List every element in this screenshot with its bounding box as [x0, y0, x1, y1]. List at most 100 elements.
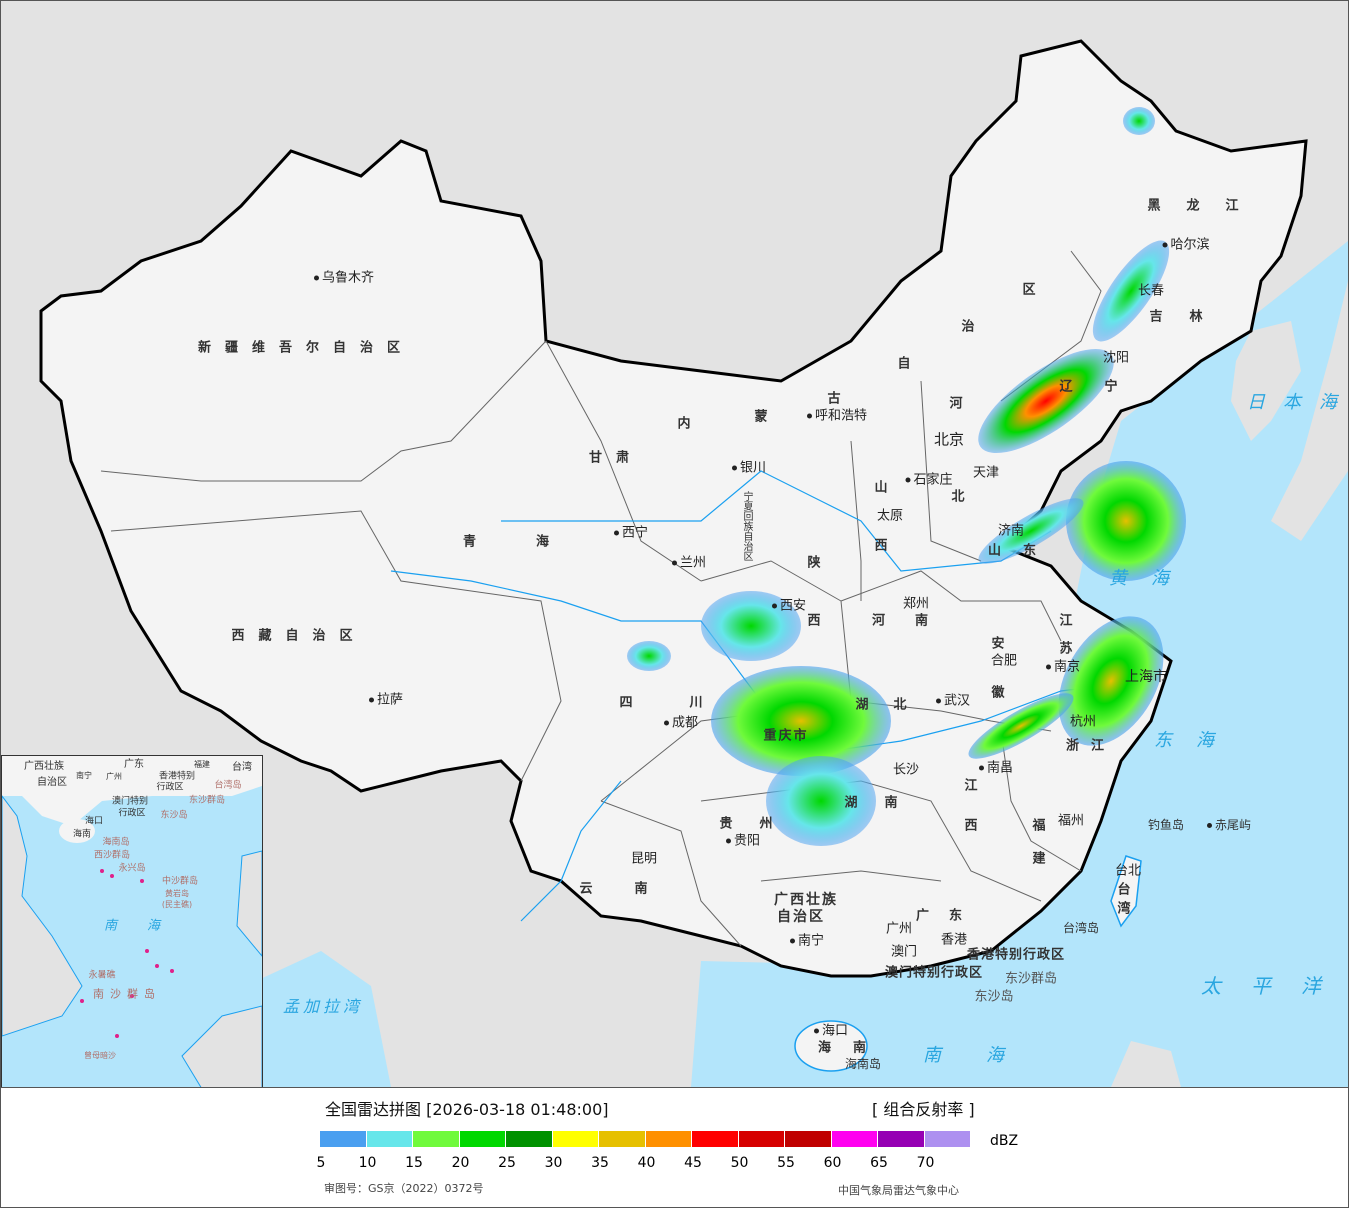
region-guangxi-1: 广西壮族 [774, 892, 838, 908]
inset-fujian: 福建 [194, 760, 210, 769]
inset-haikou: 海口 [84, 816, 104, 827]
tick-label: 55 [777, 1155, 795, 1171]
tick-label: 15 [405, 1155, 423, 1171]
province-yunnan-2: 南 [634, 881, 662, 897]
tick-label: 60 [823, 1155, 842, 1171]
province-shaanxi-1: 陕 [807, 555, 835, 571]
sea-japan: 日本海 [1247, 392, 1348, 413]
city-shanghai: 上海市 [1125, 669, 1167, 685]
city-wuhan: 武汉 [936, 695, 970, 708]
region-neimenggu-5: 治 [961, 319, 989, 335]
echo-jiangsu-shanghai [1058, 616, 1164, 746]
island-dongsha: 东沙岛 [974, 989, 1014, 1005]
city-zhengzhou: 郑州 [902, 596, 930, 612]
province-borders [100, 250, 1102, 947]
inset-hainan-island: 海南岛 [102, 837, 130, 848]
inset-macau-1: 澳门特别 [111, 796, 149, 807]
province-jiangsu-2: 苏 [1059, 641, 1087, 657]
sea-pacific: 太平洋 [1201, 974, 1348, 998]
echo-shandong [978, 498, 1084, 564]
echo-heilongjiang [1123, 107, 1155, 135]
province-guangdong: 广东 [915, 908, 983, 924]
sea-bay-of-bengal [251, 951, 391, 1087]
color-swatch [692, 1131, 738, 1147]
region-hongkong-sar: 香港特别行政区 [966, 947, 1066, 963]
city-nanjing: 南京 [1046, 661, 1080, 674]
province-liaoning-1: 辽 [1059, 379, 1087, 395]
color-swatch [599, 1131, 645, 1147]
color-swatch [738, 1131, 784, 1147]
province-shanxi-2: 西 [874, 538, 902, 554]
city-harbin: 哈尔滨 [1162, 239, 1209, 252]
city-changchun: 长春 [1137, 283, 1165, 299]
color-swatch [785, 1131, 831, 1147]
agency-name: 中国气象局雷达气象中心 [838, 1184, 959, 1197]
city-chengdu: 成都 [664, 717, 698, 730]
region-neimenggu-3: 古 [827, 391, 855, 407]
tick-label: 45 [684, 1155, 702, 1171]
province-hebei-1: 河 [949, 396, 977, 412]
city-jinan: 济南 [997, 523, 1025, 539]
region-ningxia: 宁夏回族自治区 [741, 491, 752, 561]
inset-yongxing: 永兴岛 [118, 863, 146, 874]
sea-bay-of-bengal: 孟加拉湾 [282, 997, 364, 1016]
sea-east-china: 东海 [1154, 730, 1238, 751]
radar-map[interactable]: 乌鲁木齐 新疆维吾尔自治区 西藏自治区 拉萨 青海 西宁 甘肃 兰州 内 蒙 古… [1, 1, 1348, 1088]
province-yunnan-1: 云 [579, 881, 607, 897]
sea-east [691, 241, 1348, 1087]
approval-number: 审图号：GS京（2022）0372号 [324, 1182, 484, 1195]
echo-hunan-guizhou [766, 756, 876, 846]
tick-label: 20 [451, 1155, 470, 1171]
island-taiwan: 台湾岛 [1062, 921, 1100, 935]
city-hohhot: 呼和浩特 [807, 410, 867, 423]
province-taiwan: 台湾 [1114, 882, 1130, 920]
sea-south-china: 南海 [923, 1045, 1049, 1066]
tick-label: 50 [730, 1155, 749, 1171]
color-swatch [506, 1131, 552, 1147]
province-hunan-1: 湖 [844, 795, 872, 811]
echo-qinghai-east [627, 641, 671, 671]
city-yinchuan: 银川 [732, 462, 766, 475]
region-neimenggu-4: 自 [897, 356, 925, 372]
region-neimenggu-1: 内 [677, 416, 705, 432]
city-fuzhou: 福州 [1057, 813, 1085, 829]
city-taiyuan: 太原 [876, 508, 904, 524]
taiwan-island [1110, 855, 1142, 928]
inset-macau-2: 行政区 [118, 808, 146, 819]
province-fujian-1: 福 [1032, 818, 1060, 834]
inset-guangdong: 广东 [124, 759, 144, 770]
city-tianjin: 天津 [972, 465, 1000, 481]
color-swatch [924, 1131, 970, 1147]
sea-yellow: 黄海 [1109, 568, 1193, 589]
city-chongqing: 重庆市 [763, 728, 809, 744]
province-shanxi-1: 山 [874, 480, 902, 496]
inset-hk-2: 行政区 [156, 782, 184, 793]
province-shandong: 山东 [987, 543, 1059, 559]
tick-label: 70 [916, 1155, 935, 1171]
inset-guangzhou: 广州 [106, 772, 122, 781]
province-sichuan-1: 四 [619, 695, 647, 711]
province-henan: 河南 [871, 613, 959, 629]
city-hangzhou: 杭州 [1069, 714, 1097, 730]
echo-northeast [1092, 240, 1170, 342]
tick-label: 25 [498, 1155, 516, 1171]
korea [1231, 321, 1301, 441]
province-hubei-2: 北 [893, 697, 921, 713]
product-name: [ 组合反射率 ] [872, 1100, 975, 1119]
south-china-sea-inset: 广西壮族 自治区 南宁 广东 广州 福建 台湾 香港特别 行政区 澳门特别 行政… [1, 755, 263, 1087]
city-nanchang: 南昌 [979, 762, 1013, 775]
city-guangzhou: 广州 [885, 921, 913, 937]
province-hubei-1: 湖 [855, 697, 883, 713]
color-swatch [366, 1131, 412, 1147]
city-urumqi: 乌鲁木齐 [314, 272, 374, 285]
tick-label: 5 [316, 1155, 326, 1171]
city-kunming: 昆明 [630, 851, 658, 867]
legend-panel: 全国雷达拼图 [2026-03-18 01:48:00] [ 组合反射率 ] d… [0, 1088, 1349, 1208]
province-jiangxi-1: 江 [964, 778, 992, 794]
province-jilin-1: 吉 [1149, 309, 1177, 325]
province-hunan-2: 南 [884, 795, 912, 811]
tick-label: 30 [544, 1155, 563, 1171]
inset-dongsha-island: 东沙岛 [160, 810, 188, 821]
unit-label: dBZ [990, 1133, 1019, 1149]
inset-dongsha-islands: 东沙群岛 [188, 795, 226, 806]
